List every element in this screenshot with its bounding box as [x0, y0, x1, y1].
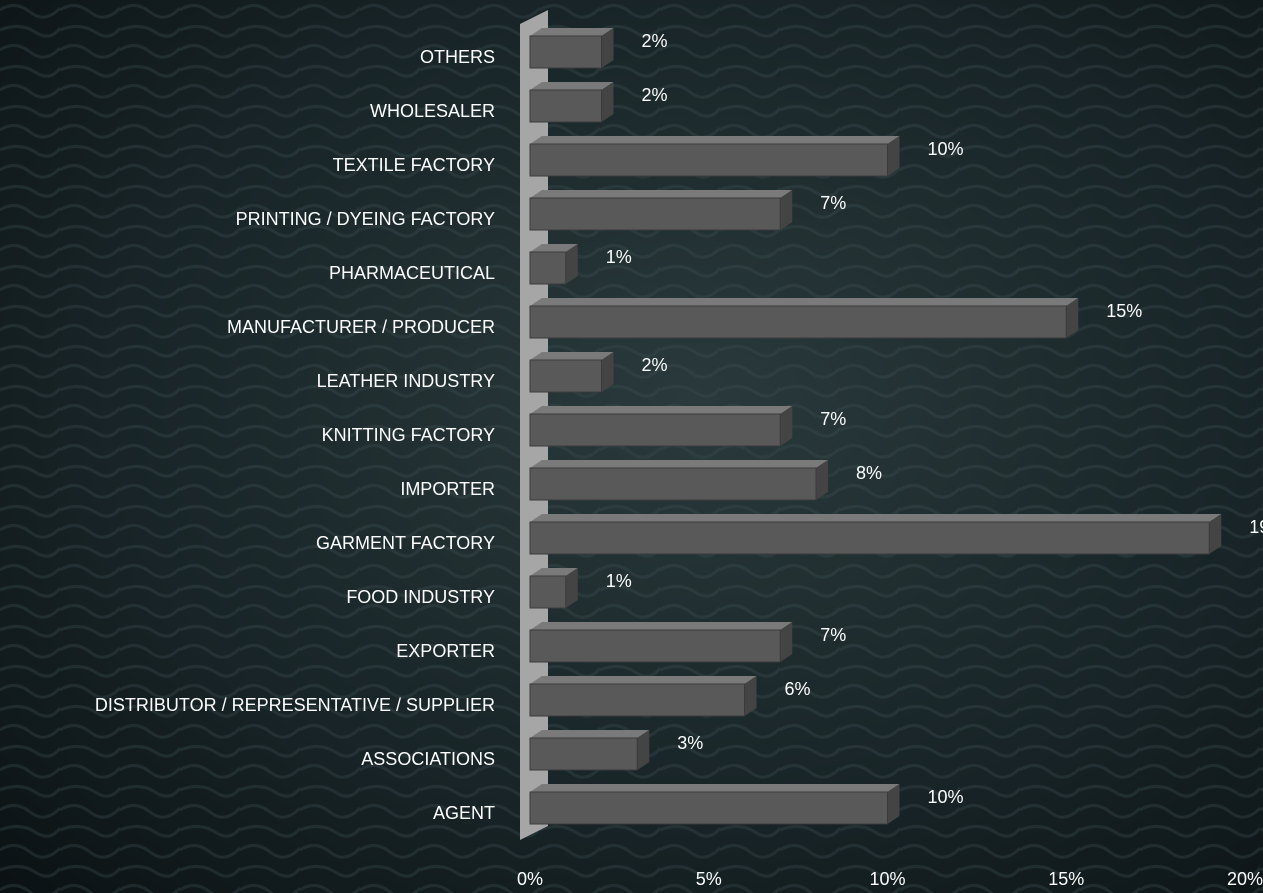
y-tick-label: OTHERS [420, 47, 495, 67]
bar [529, 359, 602, 393]
y-tick-label: DISTRIBUTOR / REPRESENTATIVE / SUPPLIER [95, 695, 495, 715]
bar [529, 683, 745, 717]
bar [529, 143, 888, 177]
bar-side [816, 460, 828, 500]
y-tick-label: ASSOCIATIONS [361, 749, 495, 769]
y-tick-label: FOOD INDUSTRY [346, 587, 495, 607]
bar-top [530, 190, 793, 198]
bar-side [780, 190, 793, 230]
bar-side [780, 406, 793, 446]
x-tick-label: 15% [1048, 869, 1084, 889]
bar-top [530, 676, 757, 684]
bar [529, 467, 817, 501]
bar-top [530, 136, 900, 144]
x-tick-label: 10% [869, 869, 905, 889]
value-label: 7% [820, 409, 846, 429]
value-label: 7% [820, 193, 846, 213]
bar-top [530, 406, 793, 414]
bar-side [1066, 298, 1079, 338]
bar [529, 521, 1210, 555]
bar-top [530, 244, 578, 252]
value-label: 10% [928, 787, 964, 807]
y-tick-label: LEATHER INDUSTRY [317, 371, 495, 391]
bar-side [601, 352, 614, 392]
bar-side [887, 784, 900, 824]
value-label: 1% [606, 571, 632, 591]
y-tick-label: PRINTING / DYEING FACTORY [236, 209, 495, 229]
bar-top [530, 622, 793, 630]
bar [529, 575, 567, 609]
bar-side [1209, 514, 1222, 554]
x-tick-label: 0% [517, 869, 543, 889]
y-tick-label: IMPORTER [400, 479, 495, 499]
value-label: 10% [928, 139, 964, 159]
bar-top [530, 784, 900, 792]
bar-side [744, 676, 757, 716]
bar-side [601, 28, 614, 68]
bar [529, 629, 781, 663]
bar [529, 35, 602, 69]
bar-top [530, 568, 578, 576]
y-tick-label: TEXTILE FACTORY [333, 155, 495, 175]
bar-side [887, 136, 900, 176]
x-tick-label: 20% [1227, 869, 1263, 889]
bar-side [780, 622, 793, 662]
y-tick-label: KNITTING FACTORY [322, 425, 495, 445]
bar-top [530, 82, 614, 90]
value-label: 15% [1106, 301, 1142, 321]
y-tick-label: AGENT [433, 803, 495, 823]
value-label: 7% [820, 625, 846, 645]
bar-top [530, 298, 1079, 306]
bar-top [530, 352, 614, 360]
bar-top [530, 460, 828, 468]
bar-side [601, 82, 614, 122]
value-label: 2% [642, 355, 668, 375]
bar [529, 197, 781, 231]
bar-top [530, 730, 650, 738]
bar [529, 791, 888, 825]
bar [529, 413, 781, 447]
bar [529, 305, 1067, 339]
bar-top [530, 28, 614, 36]
value-label: 2% [642, 85, 668, 105]
value-label: 19% [1249, 517, 1263, 537]
value-label: 6% [785, 679, 811, 699]
bar [529, 737, 638, 771]
bar-side [565, 244, 578, 284]
bar-side [565, 568, 578, 608]
x-tick-label: 5% [696, 869, 722, 889]
bar [529, 251, 567, 285]
y-tick-label: GARMENT FACTORY [316, 533, 495, 553]
y-tick-label: EXPORTER [396, 641, 495, 661]
plot-area: 0% 5% 10% 15% 20% AGENT 10% ASSOCIATIONS 3% DISTR… [95, 28, 1263, 889]
value-label: 2% [642, 31, 668, 51]
y-tick-label: PHARMACEUTICAL [329, 263, 495, 283]
bar [529, 89, 602, 123]
value-label: 1% [606, 247, 632, 267]
value-label: 8% [856, 463, 882, 483]
y-tick-label: MANUFACTURER / PRODUCER [227, 317, 495, 337]
bar-top [530, 514, 1222, 522]
bar-side [637, 730, 650, 770]
y-tick-label: WHOLESALER [370, 101, 495, 121]
value-label: 3% [677, 733, 703, 753]
